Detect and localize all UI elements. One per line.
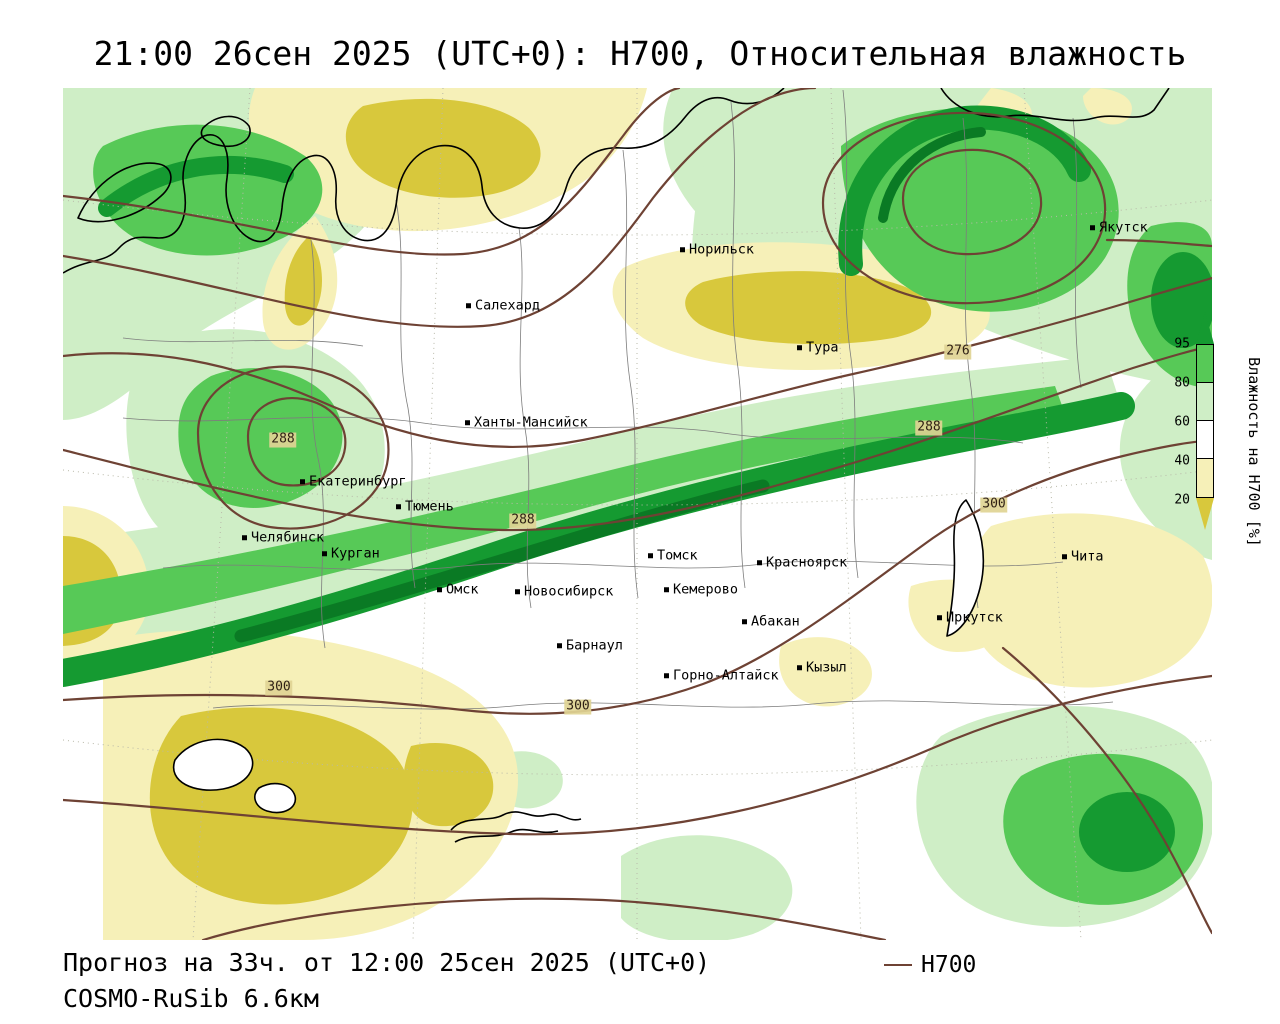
- colorbar-segment: [1197, 383, 1213, 421]
- city-name: Челябинск: [251, 529, 325, 546]
- city-label: Чита: [1062, 550, 1104, 564]
- colorbar-arrow-top: [1196, 312, 1214, 344]
- city-marker-icon: [1062, 554, 1067, 560]
- city-name: Салехард: [475, 297, 541, 314]
- colorbar-axis-label: Влажность на H700 [%]: [1245, 357, 1263, 547]
- city-label: Челябинск: [242, 531, 324, 545]
- graticule-lines: [63, 88, 1212, 940]
- contour-legend-line-icon: [884, 964, 912, 966]
- colorbar-segment: [1197, 459, 1213, 497]
- contour-value-label: 276: [944, 343, 972, 360]
- city-name: Кызыл: [806, 659, 847, 676]
- city-marker-icon: [742, 619, 747, 625]
- city-label: Салехард: [466, 299, 540, 313]
- map-canvas: Норильск Якутск Салехард Тура Ханты-Мансийск…: [63, 88, 1212, 940]
- colorbar-segment: [1197, 421, 1213, 459]
- forecast-info-text: Прогноз на 33ч. от 12:00 25сен 2025 (UTC…: [63, 948, 711, 977]
- city-name: Красноярск: [766, 554, 848, 571]
- city-name: Якутск: [1099, 219, 1148, 236]
- city-marker-icon: [664, 587, 669, 593]
- city-name: Екатеринбург: [309, 473, 407, 490]
- city-name: Томск: [657, 547, 698, 564]
- coastlines: [63, 88, 1170, 843]
- city-label: Курган: [322, 547, 380, 561]
- h700-contour-lines: [63, 88, 1212, 940]
- city-label: Екатеринбург: [300, 475, 407, 489]
- contour-value-label: 300: [564, 698, 592, 715]
- city-marker-icon: [1090, 225, 1095, 231]
- city-marker-icon: [465, 420, 470, 426]
- city-label: Кызыл: [797, 661, 847, 675]
- city-label: Тура: [797, 341, 839, 355]
- city-label: Норильск: [680, 243, 754, 257]
- city-marker-icon: [322, 551, 327, 557]
- city-label: Иркутск: [937, 611, 1003, 625]
- city-marker-icon: [437, 587, 442, 593]
- contour-legend-label: H700: [921, 952, 977, 978]
- map-graphics: [63, 88, 1212, 940]
- city-marker-icon: [242, 535, 247, 541]
- contour-value-label: 300: [980, 496, 1008, 513]
- city-label: Горно-Алтайск: [664, 669, 779, 683]
- lake: [172, 738, 254, 791]
- city-label: Ханты-Мансийск: [465, 416, 588, 430]
- city-marker-icon: [937, 615, 942, 621]
- contour-value-label: 288: [509, 512, 537, 529]
- city-name: Ханты-Мансийск: [474, 414, 588, 431]
- admin-borders: [122, 89, 1114, 710]
- city-label: Кемерово: [664, 583, 738, 597]
- city-label: Омск: [437, 583, 479, 597]
- city-name: Чита: [1071, 548, 1104, 565]
- city-name: Курган: [331, 545, 380, 562]
- city-marker-icon: [757, 560, 762, 566]
- colorbar: 95 80 60 40 20: [1174, 312, 1214, 530]
- model-info-text: COSMO-RuSib 6.6км: [63, 984, 319, 1013]
- colorbar-tick: 95: [1174, 336, 1190, 352]
- colorbar-segment: [1197, 345, 1213, 383]
- colorbar-tick: 40: [1174, 453, 1190, 469]
- city-label: Якутск: [1090, 221, 1148, 235]
- city-marker-icon: [396, 504, 401, 510]
- city-label: Красноярск: [757, 556, 847, 570]
- city-label: Новосибирск: [515, 585, 613, 599]
- city-marker-icon: [515, 589, 520, 595]
- city-name: Иркутск: [946, 609, 1003, 626]
- colorbar-tick: 60: [1174, 414, 1190, 430]
- contour-value-label: 288: [269, 431, 297, 448]
- colorbar-arrow-bottom: [1196, 498, 1214, 530]
- city-name: Омск: [446, 581, 479, 598]
- map-labels-overlay: Норильск Якутск Салехард Тура Ханты-Мансийск…: [63, 88, 1212, 940]
- city-name: Тура: [806, 339, 839, 356]
- city-marker-icon: [557, 643, 562, 649]
- city-marker-icon: [797, 345, 802, 351]
- city-marker-icon: [664, 673, 669, 679]
- city-name: Тюмень: [405, 498, 454, 515]
- city-marker-icon: [466, 303, 471, 309]
- city-name: Абакан: [751, 613, 800, 630]
- city-name: Барнаул: [566, 637, 623, 654]
- contour-value-label: 300: [265, 679, 293, 696]
- city-marker-icon: [648, 553, 653, 559]
- city-label: Абакан: [742, 615, 800, 629]
- lake-baikal: [946, 499, 985, 637]
- city-label: Тюмень: [396, 500, 454, 514]
- city-label: Барнаул: [557, 639, 623, 653]
- city-name: Горно-Алтайск: [673, 667, 779, 684]
- page-title: 21:00 26сен 2025 (UTC+0): H700, Относите…: [93, 34, 1187, 73]
- contour-value-label: 288: [915, 419, 943, 436]
- lake: [254, 782, 297, 814]
- city-marker-icon: [797, 665, 802, 671]
- colorbar-segments: [1196, 344, 1214, 498]
- city-label: Томск: [648, 549, 698, 563]
- city-name: Норильск: [689, 241, 755, 258]
- city-marker-icon: [680, 247, 685, 253]
- colorbar-tick: 80: [1174, 375, 1190, 391]
- city-name: Новосибирск: [524, 583, 614, 600]
- city-marker-icon: [300, 479, 305, 485]
- city-name: Кемерово: [673, 581, 739, 598]
- colorbar-tick: 20: [1174, 492, 1190, 508]
- contour-legend: H700: [884, 952, 976, 978]
